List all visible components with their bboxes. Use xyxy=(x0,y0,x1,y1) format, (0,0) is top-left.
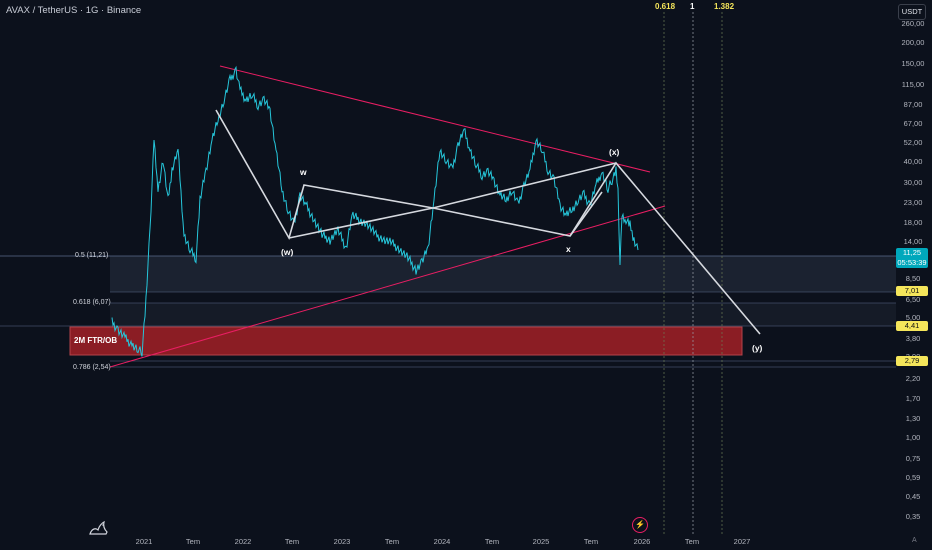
y-tick: 67,00 xyxy=(903,119,923,128)
y-tick: 115,00 xyxy=(901,80,925,89)
fib-top-1: 1 xyxy=(690,2,695,11)
wave-line-x2 xyxy=(569,191,603,237)
y-tick: 1,30 xyxy=(905,414,921,423)
fib-top-0618: 0.618 xyxy=(655,2,676,11)
x-tick: Tem xyxy=(284,537,300,546)
y-tick: 1,70 xyxy=(905,394,921,403)
y-tick: 8,50 xyxy=(905,274,921,283)
wave-label-w-bottom: (w) xyxy=(281,247,294,257)
y-tick: 5,00 xyxy=(905,313,921,322)
x-tick: 2025 xyxy=(532,537,550,546)
channel-upper xyxy=(219,65,651,173)
auto-scale-icon[interactable]: A xyxy=(912,537,917,544)
current-price: 11,25 xyxy=(902,248,922,257)
y-tick: 3,80 xyxy=(905,334,921,343)
x-tick: 2027 xyxy=(733,537,751,546)
x-tick: Tem xyxy=(484,537,500,546)
wave-line-w xyxy=(215,109,761,335)
x-tick: 2024 xyxy=(433,537,451,546)
x-tick: 2026 xyxy=(633,537,651,546)
y-tick: 40,00 xyxy=(903,157,923,166)
price-series xyxy=(111,65,639,357)
y-tick: 18,00 xyxy=(903,218,923,227)
y-tick: 6,50 xyxy=(905,295,921,304)
y-tick: 0,45 xyxy=(905,492,921,501)
price-badge-441: 4,41 xyxy=(896,321,928,331)
y-tick: 260,00 xyxy=(901,19,925,28)
y-tick: 1,00 xyxy=(905,433,921,442)
y-tick: 52,00 xyxy=(903,138,923,147)
tradingview-logo-icon[interactable] xyxy=(88,518,110,536)
wave-label-w: w xyxy=(300,167,307,177)
y-tick: 150,00 xyxy=(901,59,925,68)
price-badge-701: 7,01 xyxy=(896,286,928,296)
x-tick: 2023 xyxy=(333,537,351,546)
fib-zone-upper xyxy=(110,256,896,292)
ftr-ob-zone xyxy=(69,326,743,356)
x-tick: Tem xyxy=(684,537,700,546)
fib-label-0786: 0.786 (2,54) xyxy=(73,364,111,371)
fib-label-05: 0.5 (11,21) xyxy=(75,252,109,259)
fib-zone-lower xyxy=(110,303,896,326)
currency-button[interactable]: USDT xyxy=(898,4,926,20)
wave-line-x xyxy=(288,162,617,239)
y-tick: 87,00 xyxy=(903,100,923,109)
current-price-badge: 11,25 05:53:39 xyxy=(896,248,928,268)
y-tick: 0,59 xyxy=(905,473,921,482)
fib-top-1382: 1.382 xyxy=(714,2,735,11)
lightning-icon[interactable]: ⚡ xyxy=(632,517,648,533)
x-tick: 2022 xyxy=(234,537,252,546)
y-tick: 23,00 xyxy=(903,198,923,207)
y-tick: 30,00 xyxy=(903,178,923,187)
x-tick: Tem xyxy=(583,537,599,546)
y-tick: 2,20 xyxy=(905,374,921,383)
y-tick: 14,00 xyxy=(903,237,923,246)
price-badge-279: 2,79 xyxy=(896,356,928,366)
wave-label-x: x xyxy=(566,244,571,254)
symbol-title[interactable]: AVAX / TetherUS · 1G · Binance xyxy=(6,5,142,16)
ftr-ob-label: 2M FTR/OB xyxy=(74,336,118,345)
y-tick: 0,75 xyxy=(905,454,921,463)
bar-countdown: 05:53:39 xyxy=(897,258,927,267)
y-tick: 200,00 xyxy=(901,38,925,47)
x-tick: Tem xyxy=(384,537,400,546)
fib-label-0618: 0.618 (6,07) xyxy=(73,299,111,306)
wave-label-x-top: (x) xyxy=(609,147,620,157)
x-tick: 2021 xyxy=(135,537,153,546)
y-tick: 0,35 xyxy=(905,512,921,521)
wave-label-y: (y) xyxy=(752,343,763,353)
x-tick: Tem xyxy=(185,537,201,546)
